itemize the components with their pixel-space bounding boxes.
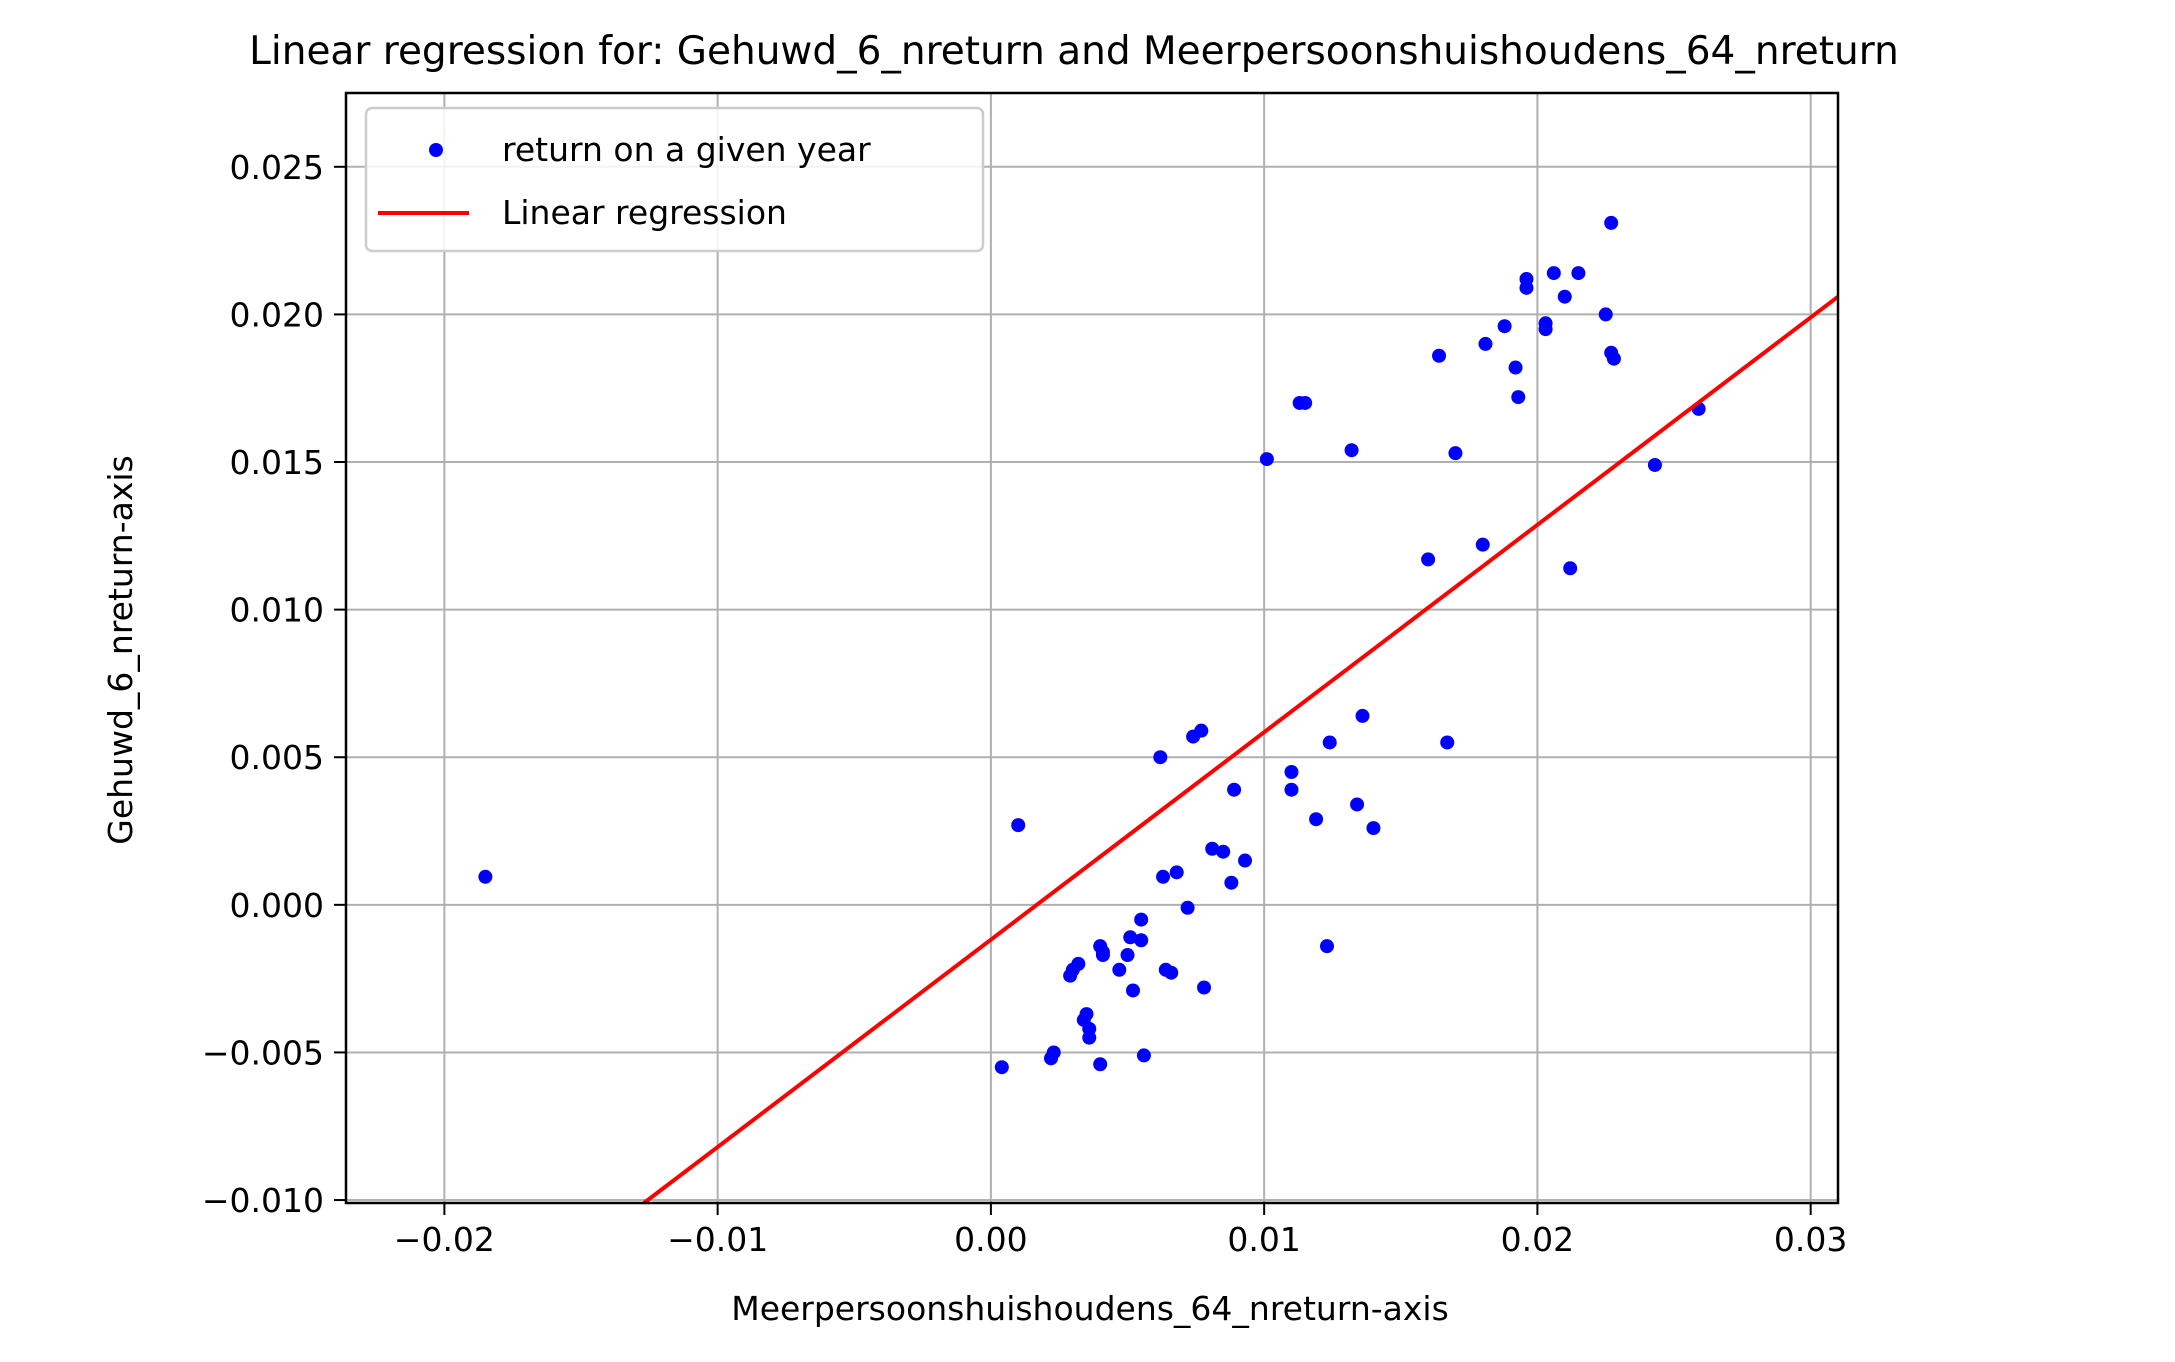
scatter-point — [1298, 395, 1313, 410]
scatter-point — [1511, 390, 1526, 405]
scatter-point — [1448, 446, 1463, 461]
chart-title: Linear regression for: Gehuwd_6_nreturn … — [249, 29, 1899, 74]
scatter-point — [1112, 962, 1127, 977]
scatter-point — [1309, 812, 1324, 827]
scatter-point — [1134, 933, 1149, 948]
scatter-point — [1320, 939, 1335, 954]
plot-marks — [478, 215, 1840, 1205]
x-tick-label: 0.03 — [1774, 1220, 1847, 1259]
scatter-point — [1095, 948, 1110, 963]
scatter-point — [1647, 457, 1662, 472]
scatter-point — [1197, 980, 1212, 995]
scatter-point — [1205, 841, 1220, 856]
legend: return on a given year Linear regression — [364, 106, 985, 253]
scatter-point — [1355, 708, 1370, 723]
scatter-point — [1180, 900, 1195, 915]
scatter-point — [1224, 875, 1239, 890]
scatter-point — [1519, 271, 1534, 286]
scatter-point — [1125, 983, 1140, 998]
scatter-point — [1440, 735, 1455, 750]
scatter-point — [1563, 561, 1578, 576]
scatter-point — [1604, 215, 1619, 230]
scatter-point — [1606, 351, 1621, 366]
y-tick-label: 0.005 — [230, 738, 324, 777]
x-tick-label: −0.02 — [394, 1220, 495, 1259]
scatter-point — [1344, 443, 1359, 458]
y-axis-label: Gehuwd_6_nreturn-axis — [101, 455, 140, 844]
scatter-point — [1322, 735, 1337, 750]
x-tick-label: −0.01 — [667, 1220, 768, 1259]
axis-ticks: −0.02 −0.01 0.00 0.01 0.02 0.03 −0.010 −0.005 0.… — [202, 148, 1848, 1259]
y-tick-label: 0.020 — [230, 295, 324, 334]
scatter-point — [1546, 266, 1561, 281]
scatter-point — [1071, 956, 1086, 971]
scatter-point — [1046, 1045, 1061, 1060]
y-tick-label: 0.015 — [230, 443, 324, 482]
scatter-point — [1598, 307, 1613, 322]
scatter-point — [1194, 723, 1209, 738]
legend-box — [364, 106, 985, 253]
scatter-point — [1169, 865, 1184, 880]
scatter-point — [1475, 537, 1490, 552]
x-tick-label: 0.02 — [1501, 1220, 1574, 1259]
scatter-point — [1238, 853, 1253, 868]
legend-marker-points — [429, 143, 443, 157]
regression-line — [642, 295, 1840, 1205]
scatter-point — [1284, 764, 1299, 779]
legend-label-points: return on a given year — [502, 130, 871, 169]
grid-lines — [346, 93, 1838, 1203]
scatter-point — [1497, 319, 1512, 334]
scatter-point — [1079, 1007, 1094, 1022]
scatter-point — [1134, 912, 1149, 927]
y-tick-label: 0.000 — [230, 886, 324, 925]
scatter-point — [1123, 930, 1138, 945]
scatter-point — [1421, 552, 1436, 567]
scatter-point — [1156, 869, 1171, 884]
scatter-point — [1227, 782, 1242, 797]
scatter-point — [1082, 1030, 1097, 1045]
scatter-point — [1478, 336, 1493, 351]
scatter-point — [1153, 750, 1168, 765]
scatter-point — [1284, 782, 1299, 797]
legend-label-line: Linear regression — [502, 193, 787, 232]
y-tick-label: 0.010 — [230, 591, 324, 630]
scatter-point — [1093, 1057, 1108, 1072]
y-tick-label: −0.010 — [202, 1181, 324, 1220]
scatter-point — [1557, 289, 1572, 304]
scatter-point — [1508, 360, 1523, 375]
scatter-point — [1120, 948, 1135, 963]
x-tick-label: 0.01 — [1227, 1220, 1300, 1259]
scatter-point — [1571, 266, 1586, 281]
scatter-point — [1011, 818, 1026, 833]
scatter-point — [1432, 348, 1447, 363]
plot-frame — [344, 91, 1840, 1205]
scatter-point — [1216, 844, 1231, 859]
scatter-point — [994, 1060, 1009, 1075]
x-axis-label: Meerpersoonshuishoudens_64_nreturn-axis — [731, 1289, 1449, 1328]
y-tick-label: 0.025 — [230, 148, 324, 187]
x-tick-label: 0.00 — [954, 1220, 1027, 1259]
scatter-point — [1164, 965, 1179, 980]
scatter-point — [1350, 797, 1365, 812]
scatter-point — [1136, 1048, 1151, 1063]
scatter-point — [1259, 452, 1274, 467]
scatter-point — [478, 869, 493, 884]
scatter-point — [1366, 821, 1381, 836]
y-tick-label: −0.005 — [202, 1033, 324, 1072]
scatter-point — [1538, 322, 1553, 337]
